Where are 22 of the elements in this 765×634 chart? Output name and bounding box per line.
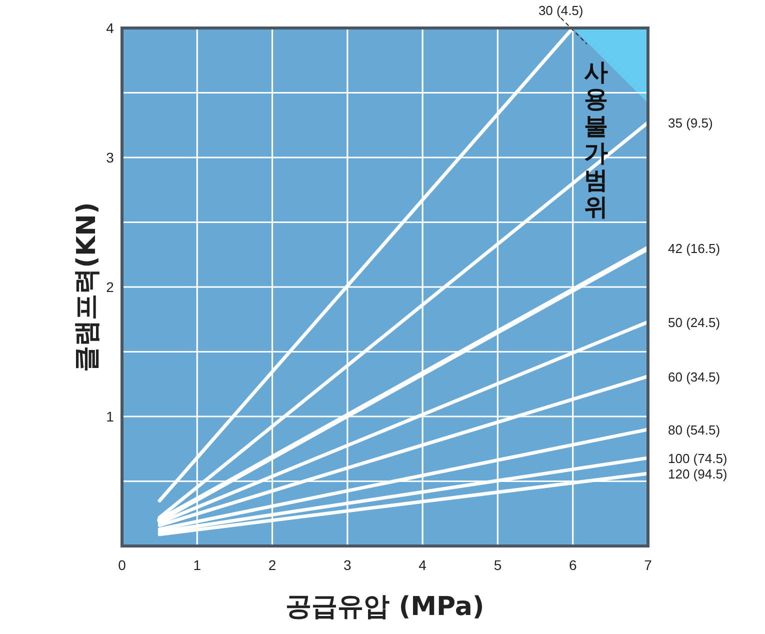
y-tick-label: 2 xyxy=(106,279,114,295)
y-tick-label: 3 xyxy=(106,150,114,166)
series-label: 120 (94.5) xyxy=(668,466,728,482)
series-label: 50 (24.5) xyxy=(668,314,720,330)
y-tick-label: 1 xyxy=(106,408,114,424)
x-tick-label: 1 xyxy=(193,557,202,573)
x-tick-label: 7 xyxy=(644,557,652,573)
x-axis-title: 공급유압 (MPa) xyxy=(286,592,484,622)
y-tick-label: 4 xyxy=(106,20,114,36)
x-tick-label: 2 xyxy=(268,557,276,573)
x-tick-label: 0 xyxy=(118,557,126,573)
x-tick-label: 4 xyxy=(418,557,427,573)
series-label: 30 (4.5) xyxy=(538,3,584,18)
series-label: 35 (9.5) xyxy=(668,116,713,131)
series-label: 42 (16.5) xyxy=(668,241,720,256)
x-tick-label: 5 xyxy=(494,557,502,573)
series-label: 80 (54.5) xyxy=(668,422,720,438)
series-label: 100 (74.5) xyxy=(668,450,728,466)
y-axis-title: 클램프력(KN) xyxy=(72,202,102,372)
x-tick-label: 6 xyxy=(568,557,577,573)
series-label: 60 (34.5) xyxy=(668,369,720,384)
x-tick-label: 3 xyxy=(344,557,352,573)
